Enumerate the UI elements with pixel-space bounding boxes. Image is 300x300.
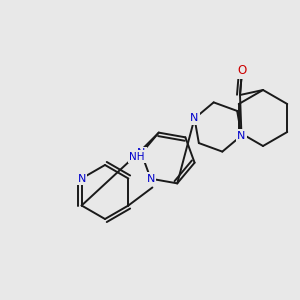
Text: N: N [237, 130, 246, 141]
Text: N: N [190, 113, 199, 123]
Text: N: N [146, 174, 155, 184]
Text: O: O [237, 64, 247, 77]
Text: NH: NH [129, 152, 145, 162]
Text: N: N [77, 173, 86, 184]
Text: N: N [137, 148, 146, 158]
